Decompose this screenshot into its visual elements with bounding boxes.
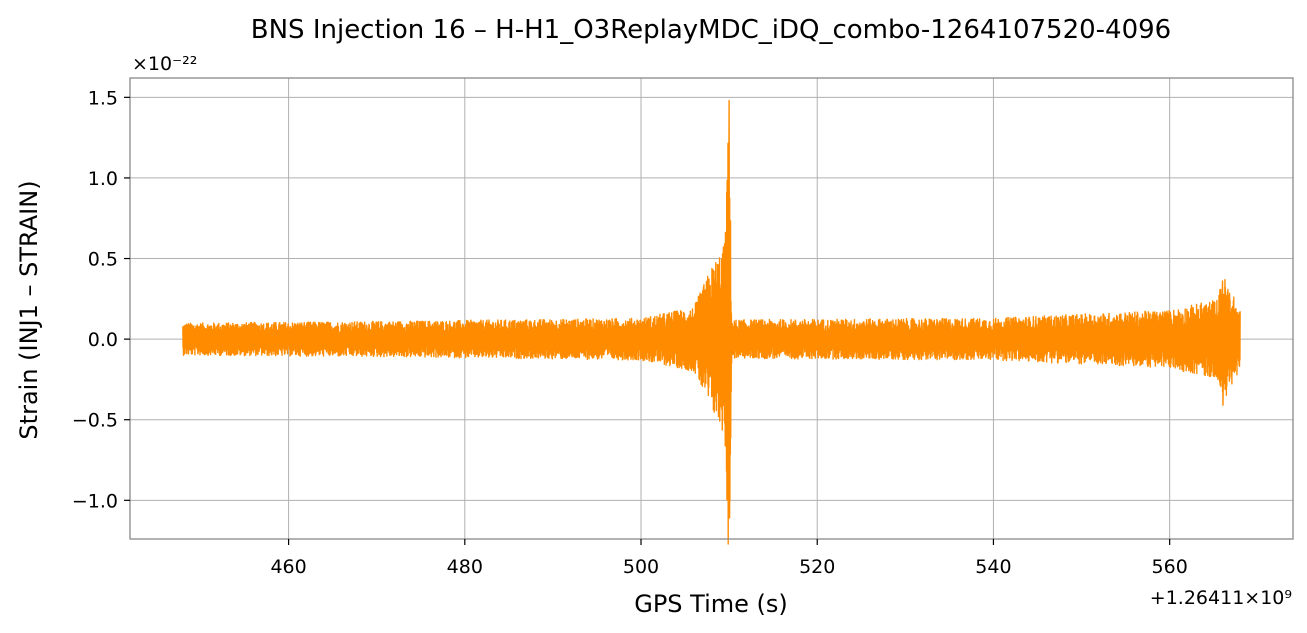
plot-area bbox=[182, 99, 1241, 545]
y-tick-label: 0.0 bbox=[88, 329, 118, 351]
x-axis-label: GPS Time (s) bbox=[634, 590, 788, 618]
y-tick-label: 1.5 bbox=[88, 87, 118, 109]
plot-frame bbox=[129, 77, 1294, 540]
y-scale-text: ×10⁻²² bbox=[132, 53, 197, 75]
strain-series-line bbox=[182, 99, 1241, 545]
x-tick-label: 560 bbox=[1152, 556, 1188, 578]
chart-title: BNS Injection 16 – H-H1_O3ReplayMDC_iDQ_… bbox=[251, 15, 1171, 45]
x-tick-label: 460 bbox=[270, 556, 306, 578]
y-tick-label: −0.5 bbox=[72, 410, 118, 432]
x-offset-text: +1.26411×10⁹ bbox=[1150, 587, 1292, 609]
x-tick-label: 500 bbox=[623, 556, 659, 578]
y-tick-label: 0.5 bbox=[88, 249, 118, 271]
y-axis-label: Strain (INJ1 – STRAIN) bbox=[15, 180, 43, 439]
x-tick-label: 540 bbox=[975, 556, 1011, 578]
x-tick-label: 520 bbox=[799, 556, 835, 578]
x-tick-label: 480 bbox=[447, 556, 483, 578]
y-tick-label: 1.0 bbox=[88, 168, 118, 190]
axis-ticks: 460 480 500 520 540 560 −1.0 −0.5 0.0 0.5 1.0 1.5 bbox=[72, 87, 1188, 578]
y-tick-label: −1.0 bbox=[72, 490, 118, 512]
